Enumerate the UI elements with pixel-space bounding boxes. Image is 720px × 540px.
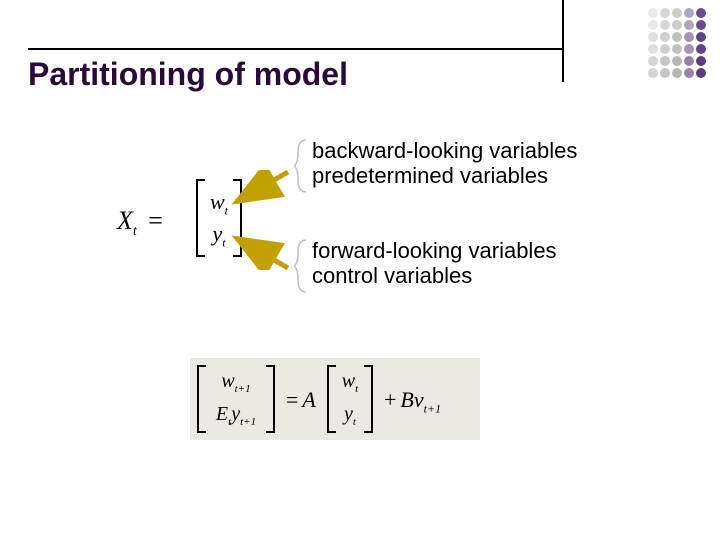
- dot: [684, 20, 694, 30]
- eq1-Xsub: t: [133, 224, 137, 239]
- arrow-to-yt: [230, 230, 290, 270]
- eq2-eqA: =A: [282, 387, 316, 413]
- dot: [684, 68, 694, 78]
- dot: [696, 8, 706, 18]
- label-forward-l2: control variables: [312, 263, 557, 288]
- eq2-colL: wt+1 Etyt+1: [204, 370, 268, 428]
- eq1-lhs: Xt =: [117, 206, 168, 240]
- dot: [648, 20, 658, 30]
- labels-forward: forward-looking variables control variab…: [312, 238, 557, 289]
- label-backward-l2: predetermined variables: [312, 163, 577, 188]
- dot: [696, 44, 706, 54]
- corner-dot-cluster: [648, 8, 706, 78]
- eq2-yt: yt: [334, 403, 366, 428]
- dot: [648, 44, 658, 54]
- title-vline: [562, 0, 564, 82]
- dot: [648, 56, 658, 66]
- brace-bot: [294, 238, 308, 294]
- label-backward-l1: backward-looking variables: [312, 138, 577, 163]
- dot: [684, 56, 694, 66]
- dot: [672, 32, 682, 42]
- title-rule: [28, 48, 562, 50]
- dot: [648, 68, 658, 78]
- eq2-box: wt+1 Etyt+1 =A wt yt +Bvt+1: [190, 358, 480, 440]
- eq1-equals: =: [148, 206, 163, 235]
- dot: [672, 56, 682, 66]
- dot: [696, 20, 706, 30]
- eq2-Ety-t1: Etyt+1: [204, 403, 268, 428]
- eq1-X: X: [117, 206, 133, 235]
- slide-title: Partitioning of model: [28, 56, 348, 93]
- dot: [660, 32, 670, 42]
- eq2-colR: wt yt: [334, 370, 366, 428]
- dot: [684, 32, 694, 42]
- dot: [660, 8, 670, 18]
- eq2-wt: wt: [334, 370, 366, 395]
- dot: [684, 8, 694, 18]
- eq2-tail: +Bvt+1: [380, 387, 441, 416]
- dot: [672, 20, 682, 30]
- dot: [672, 68, 682, 78]
- dot: [660, 44, 670, 54]
- dot: [660, 20, 670, 30]
- dot: [684, 44, 694, 54]
- brace-top: [294, 138, 308, 194]
- dot: [672, 8, 682, 18]
- dot: [696, 68, 706, 78]
- dot: [660, 56, 670, 66]
- dot: [672, 44, 682, 54]
- label-forward-l1: forward-looking variables: [312, 238, 557, 263]
- dot: [696, 56, 706, 66]
- arrow-to-wt: [230, 170, 290, 210]
- eq2-w-t1: wt+1: [204, 370, 268, 395]
- dot: [696, 32, 706, 42]
- dot: [648, 32, 658, 42]
- dot: [648, 8, 658, 18]
- labels-backward: backward-looking variables predetermined…: [312, 138, 577, 189]
- dot: [660, 68, 670, 78]
